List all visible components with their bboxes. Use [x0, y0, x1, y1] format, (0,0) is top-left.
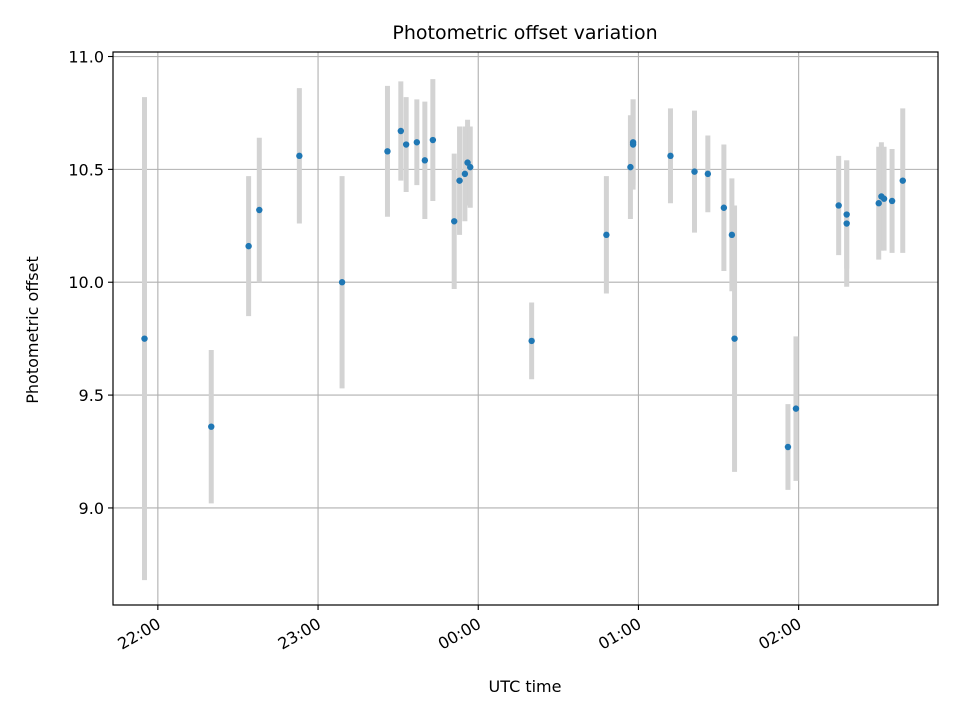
- chart-title: Photometric offset variation: [392, 22, 657, 44]
- data-point: [835, 202, 842, 209]
- data-point: [603, 231, 610, 239]
- data-point: [141, 335, 148, 342]
- y-tick-label: 9.5: [79, 386, 104, 405]
- data-point: [467, 163, 474, 171]
- data-point: [720, 204, 728, 211]
- data-point: [461, 170, 469, 178]
- data-point: [245, 242, 252, 250]
- data-point: [843, 220, 850, 227]
- data-point: [402, 141, 410, 148]
- data-point: [429, 136, 437, 144]
- data-point: [792, 405, 800, 412]
- y-tick-label: 11.0: [68, 48, 104, 67]
- data-point: [296, 152, 303, 160]
- data-point: [256, 206, 263, 214]
- data-points: [141, 127, 906, 451]
- data-point: [731, 335, 738, 342]
- data-point: [629, 141, 637, 148]
- data-point: [451, 218, 458, 225]
- y-axis-label: Photometric offset: [23, 256, 42, 404]
- data-point: [704, 170, 712, 178]
- data-point: [728, 231, 736, 239]
- data-point: [843, 211, 850, 218]
- data-point: [397, 127, 405, 135]
- data-point: [784, 443, 792, 451]
- data-point: [667, 152, 674, 160]
- data-point: [888, 197, 896, 205]
- data-point: [899, 177, 906, 184]
- y-tick-label: 10.5: [68, 160, 104, 179]
- data-point: [691, 168, 698, 175]
- data-point: [208, 423, 215, 430]
- data-point: [421, 157, 429, 164]
- data-point: [338, 279, 346, 286]
- data-point: [456, 177, 463, 184]
- data-point: [880, 195, 888, 202]
- y-axis-ticks: 9.0 9.5 10.0 10.5 11.0: [68, 48, 113, 518]
- plot-frame: [112, 51, 939, 606]
- data-point: [875, 200, 882, 207]
- y-tick-label: 10.0: [68, 273, 104, 292]
- y-tick-label: 9.0: [79, 499, 104, 518]
- data-point: [627, 163, 634, 171]
- data-point: [384, 148, 391, 155]
- data-point: [413, 139, 421, 146]
- data-point: [528, 337, 535, 345]
- x-axis-label: UTC time: [489, 677, 562, 696]
